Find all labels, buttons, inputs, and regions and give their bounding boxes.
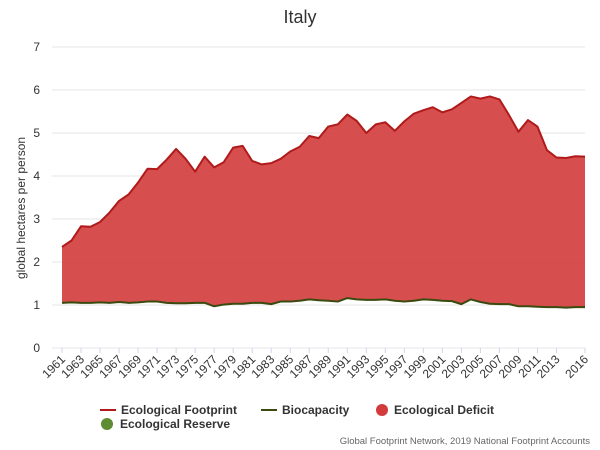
legend-deficit-label[interactable]: Ecological Deficit xyxy=(394,403,494,417)
y-axis-ticks: 0 1 2 3 4 5 6 7 xyxy=(33,40,40,355)
y-tick-label: 6 xyxy=(33,83,40,97)
y-tick-label: 3 xyxy=(33,212,40,226)
y-tick-label: 0 xyxy=(33,341,40,355)
legend-biocapacity-label[interactable]: Biocapacity xyxy=(282,403,350,417)
y-tick-label: 7 xyxy=(33,40,40,54)
footprint-line xyxy=(61,95,586,248)
x-tick-label: 2016 xyxy=(562,352,591,381)
x-tick-label: 2013 xyxy=(534,352,563,381)
legend-footprint-label[interactable]: Ecological Footprint xyxy=(121,403,237,417)
y-tick-label: 4 xyxy=(33,169,40,183)
credits[interactable]: Global Footprint Network, 2019 National … xyxy=(340,436,591,447)
plot-area xyxy=(62,96,585,308)
biocapacity-line xyxy=(61,297,585,309)
y-tick-label: 1 xyxy=(33,298,40,312)
legend-reserve-label[interactable]: Ecological Reserve xyxy=(120,417,230,431)
series-lines xyxy=(61,95,586,309)
legend-reserve-swatch xyxy=(101,418,113,430)
x-axis-ticks: 1961196319651967196919711973197519771979… xyxy=(39,348,591,381)
y-tick-label: 5 xyxy=(33,126,40,140)
y-axis-label: global hectares per person xyxy=(14,137,28,279)
chart-title: Italy xyxy=(283,7,316,27)
y-tick-label: 2 xyxy=(33,255,40,269)
deficit-area xyxy=(62,96,585,308)
legend: Ecological Footprint Biocapacity Ecologi… xyxy=(100,403,494,431)
legend-deficit-swatch xyxy=(376,404,388,416)
